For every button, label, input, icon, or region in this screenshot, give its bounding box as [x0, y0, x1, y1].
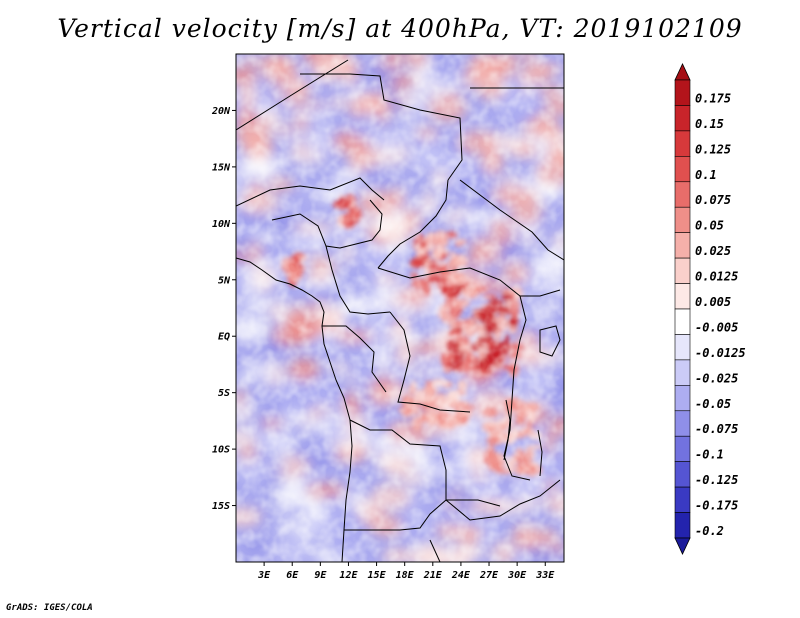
colorbar-swatch — [674, 334, 691, 361]
colorbar-swatch — [674, 435, 691, 462]
x-tick-label: 24E — [451, 570, 471, 581]
y-tick-label: 15S — [212, 501, 230, 512]
border-gabon — [322, 325, 387, 393]
coastline-west-africa — [236, 257, 353, 562]
colorbar-label: 0.125 — [695, 142, 731, 156]
colorbar-swatch — [674, 105, 691, 132]
x-tick-label: 9E — [314, 570, 327, 581]
border-angola — [349, 419, 501, 507]
grads-credit: GrADS: IGES/COLA — [6, 603, 93, 613]
colorbar-label: -0.1 — [695, 448, 724, 462]
border-south — [429, 539, 441, 562]
map-borders — [236, 59, 564, 562]
border-east-1 — [377, 179, 449, 269]
colorbar-swatch — [674, 283, 691, 310]
x-axis: 3E 6E 9E 12E 15E 18E 21E 24E 27E 30E 33E — [257, 562, 555, 581]
colorbar-label: 0.025 — [695, 244, 731, 258]
map-frame — [235, 53, 565, 563]
border-drc-east — [503, 295, 531, 481]
colorbar-label: -0.175 — [695, 499, 738, 513]
colorbar-swatch — [674, 257, 691, 284]
colorbar-swatch — [674, 410, 691, 437]
colorbar-label: 0.005 — [695, 295, 731, 309]
colorbar-top-arrow — [674, 63, 691, 81]
colorbar-swatch — [674, 181, 691, 208]
colorbar-label: -0.2 — [695, 524, 724, 538]
border-sahara-2 — [300, 73, 463, 181]
border-sahel-2 — [271, 199, 383, 249]
border-zambia — [445, 479, 561, 521]
colorbar-swatch — [674, 486, 691, 513]
lake-malawi — [537, 429, 543, 477]
colorbar-swatch — [674, 385, 691, 412]
colorbar-label: -0.005 — [695, 320, 738, 334]
colorbar-swatch — [674, 359, 691, 386]
colorbar-label: -0.025 — [695, 371, 738, 385]
x-tick-label: 18E — [396, 570, 415, 581]
colorbar-label: -0.075 — [695, 422, 738, 436]
y-tick-label: 10S — [212, 445, 230, 456]
x-tick-label: 33E — [535, 570, 555, 581]
colorbar-label: -0.0125 — [695, 346, 746, 360]
y-tick-label: 20N — [211, 106, 231, 117]
x-tick-label: 27E — [479, 570, 499, 581]
velocity-field — [236, 54, 564, 562]
border-sudan — [459, 179, 564, 261]
y-tick-label: EQ — [218, 332, 230, 343]
x-tick-label: 15E — [368, 570, 387, 581]
x-tick-label: 6E — [286, 570, 299, 581]
colorbar-swatch — [674, 156, 691, 183]
colorbar-swatch — [674, 512, 691, 539]
colorbar-swatch — [674, 232, 691, 259]
colorbar-label: 0.1 — [695, 168, 717, 182]
y-tick-label: 5S — [218, 388, 230, 399]
x-tick-label: 30E — [507, 570, 527, 581]
colorbar-label: -0.05 — [695, 397, 731, 411]
colorbar-swatch — [674, 461, 691, 488]
colorbar-swatch — [674, 206, 691, 233]
colorbar-bottom-arrow — [674, 537, 691, 555]
lake-tanganyika — [503, 399, 511, 461]
colorbar-label: 0.175 — [695, 91, 731, 105]
colorbar-label: 0.075 — [695, 193, 731, 207]
border-namibia — [344, 499, 447, 531]
colorbar-label: 0.05 — [695, 219, 724, 233]
y-tick-label: 15N — [212, 162, 231, 173]
colorbar-swatch — [674, 308, 691, 335]
border-cameroon — [325, 245, 391, 315]
colorbar-label: 0.0125 — [695, 270, 738, 284]
colorbar-label: 0.15 — [695, 117, 724, 131]
x-tick-label: 21E — [423, 570, 443, 581]
field-texture — [236, 54, 564, 562]
chart-title: Vertical velocity [m/s] at 400hPa, VT: 2… — [57, 14, 743, 43]
y-axis: 20N 15N 10N 5N EQ 5S 10S 15S — [211, 106, 236, 512]
colorbar-swatch — [674, 130, 691, 157]
border-sahara-1 — [236, 59, 349, 131]
y-tick-label: 10N — [212, 219, 231, 230]
colorbar: 0.175 0.15 0.125 0.1 0.075 0.05 0.025 0.0125 0.0… — [674, 63, 746, 555]
y-tick-label: 5N — [218, 275, 231, 286]
colorbar-swatch — [674, 79, 691, 106]
colorbar-label: -0.125 — [695, 473, 738, 487]
x-tick-label: 12E — [339, 570, 358, 581]
lake-victoria — [539, 325, 561, 357]
border-car — [377, 267, 561, 297]
x-tick-label: 3E — [257, 570, 271, 581]
border-congo — [389, 311, 471, 413]
border-sahel-1 — [236, 177, 385, 207]
